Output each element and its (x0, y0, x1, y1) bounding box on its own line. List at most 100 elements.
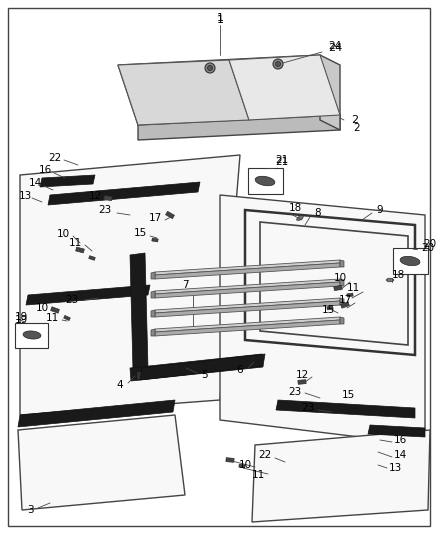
Text: 15: 15 (341, 390, 355, 400)
Polygon shape (220, 195, 425, 445)
Polygon shape (104, 195, 112, 200)
Polygon shape (166, 211, 174, 219)
Text: 16: 16 (393, 435, 406, 445)
Polygon shape (229, 55, 340, 120)
Text: 17: 17 (339, 295, 352, 305)
Circle shape (276, 61, 280, 67)
Polygon shape (368, 425, 425, 437)
Polygon shape (118, 55, 340, 125)
Polygon shape (151, 310, 155, 317)
Polygon shape (130, 253, 148, 370)
Polygon shape (239, 464, 245, 468)
Polygon shape (341, 302, 350, 308)
Polygon shape (297, 215, 304, 221)
Polygon shape (155, 317, 340, 332)
Polygon shape (226, 458, 234, 462)
Text: 2: 2 (351, 115, 359, 125)
Polygon shape (18, 400, 175, 427)
Text: 12: 12 (88, 191, 102, 201)
Text: 23: 23 (65, 295, 79, 305)
Text: 6: 6 (237, 365, 244, 375)
Circle shape (205, 63, 215, 73)
Text: 23: 23 (301, 403, 314, 413)
Text: 2: 2 (354, 123, 360, 133)
Text: 15: 15 (321, 305, 335, 315)
Polygon shape (48, 182, 200, 205)
Polygon shape (334, 285, 342, 290)
Polygon shape (155, 320, 340, 336)
Polygon shape (23, 331, 41, 339)
Polygon shape (64, 316, 71, 321)
Bar (15, 323, 48, 348)
Circle shape (208, 66, 212, 70)
Bar (393, 248, 428, 274)
Text: 10: 10 (35, 303, 49, 313)
Text: 21: 21 (276, 157, 289, 167)
Polygon shape (327, 306, 333, 310)
Text: 23: 23 (99, 205, 112, 215)
Polygon shape (155, 282, 340, 298)
Text: 13: 13 (389, 463, 402, 473)
Polygon shape (88, 256, 95, 260)
Text: 10: 10 (238, 460, 251, 470)
Polygon shape (298, 379, 306, 384)
Polygon shape (118, 60, 249, 125)
Polygon shape (155, 301, 340, 317)
Polygon shape (340, 298, 344, 305)
Polygon shape (152, 238, 158, 242)
Text: 21: 21 (276, 155, 289, 165)
Polygon shape (251, 356, 259, 364)
Text: 11: 11 (46, 313, 59, 323)
Polygon shape (151, 329, 155, 336)
Text: 13: 13 (18, 191, 32, 201)
Text: 16: 16 (39, 165, 52, 175)
Text: 9: 9 (377, 205, 383, 215)
Text: 7: 7 (182, 280, 188, 290)
Polygon shape (252, 430, 430, 522)
Polygon shape (136, 371, 144, 379)
Polygon shape (140, 354, 265, 380)
Polygon shape (340, 260, 344, 267)
Text: 20: 20 (424, 239, 437, 249)
Polygon shape (130, 354, 263, 381)
Text: 15: 15 (134, 228, 147, 238)
Polygon shape (138, 115, 340, 140)
Text: 17: 17 (148, 213, 162, 223)
Text: 12: 12 (295, 370, 309, 380)
Text: 24: 24 (328, 43, 342, 53)
Text: 20: 20 (421, 243, 434, 253)
Text: 22: 22 (48, 153, 62, 163)
Polygon shape (400, 256, 420, 265)
Text: 4: 4 (117, 380, 124, 390)
Polygon shape (340, 317, 344, 324)
Polygon shape (340, 279, 344, 286)
Polygon shape (20, 155, 240, 415)
Circle shape (273, 59, 283, 69)
Text: 11: 11 (68, 238, 81, 248)
Text: 19: 19 (15, 315, 28, 325)
Polygon shape (347, 293, 353, 297)
Text: 14: 14 (28, 178, 42, 188)
Polygon shape (151, 291, 155, 298)
Polygon shape (255, 176, 275, 185)
Polygon shape (276, 400, 415, 418)
Polygon shape (40, 175, 95, 187)
Text: 3: 3 (27, 505, 33, 515)
Polygon shape (50, 307, 60, 313)
Text: 11: 11 (251, 470, 265, 480)
Text: 18: 18 (288, 203, 302, 213)
Text: 1: 1 (216, 13, 223, 23)
Polygon shape (151, 272, 155, 279)
Text: 8: 8 (314, 208, 321, 218)
Text: 14: 14 (393, 450, 406, 460)
Text: 1: 1 (216, 15, 223, 25)
Text: 10: 10 (57, 229, 70, 239)
Polygon shape (155, 279, 340, 294)
Polygon shape (320, 55, 340, 130)
Text: 5: 5 (201, 370, 208, 380)
Text: 18: 18 (392, 270, 405, 280)
Text: 19: 19 (15, 312, 28, 322)
Polygon shape (26, 285, 150, 305)
Polygon shape (155, 263, 340, 279)
Text: 11: 11 (346, 283, 360, 293)
